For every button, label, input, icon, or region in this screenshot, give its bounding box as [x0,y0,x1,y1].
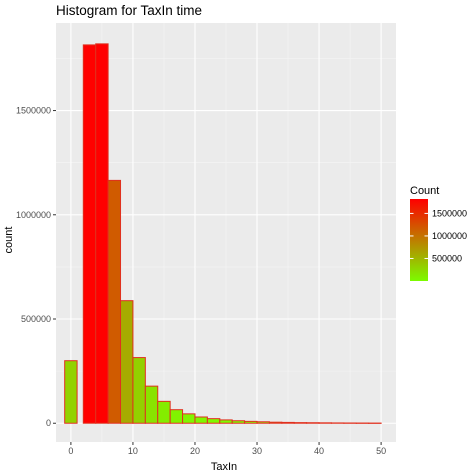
histogram-bar [256,421,270,424]
histogram-bar [281,421,295,424]
histogram-bar [132,357,146,424]
y-tick-label: 0 [46,418,51,428]
histogram-bar [219,419,233,424]
histogram-bar [95,43,109,424]
histogram-bar [268,421,283,424]
x-tick-label: 30 [252,446,262,456]
x-axis-ticks: 0 10 20 30 40 50 [68,442,386,456]
histogram-bar [206,418,221,424]
histogram-bar [293,422,308,424]
color-legend: Count 500000 1000000 1500000 [410,185,467,281]
y-axis-title: count [3,227,15,254]
histogram-bar [231,420,246,424]
histogram-bar [144,385,159,424]
histogram-bar [194,416,208,424]
x-tick-label: 50 [376,446,386,456]
y-tick-label: 1500000 [16,106,51,116]
y-tick-label: 1000000 [16,210,51,220]
x-tick-label: 0 [68,446,73,456]
histogram-bar [64,360,78,424]
y-axis-ticks: 0 500000 1000000 1500000 [16,106,56,428]
histogram-bars [64,43,382,424]
histogram-bar [244,420,258,424]
histogram-bar [107,179,122,424]
legend-title: Count [410,185,439,197]
x-tick-label: 20 [190,446,200,456]
legend-label: 500000 [432,253,462,263]
legend-label: 1000000 [432,231,467,241]
histogram-bar [182,413,196,424]
histogram-bar [157,400,171,424]
histogram-bar [120,300,134,424]
x-tick-label: 10 [128,446,138,456]
legend-label: 1500000 [432,208,467,218]
x-tick-label: 40 [314,446,324,456]
legend-colorbar [410,199,428,281]
y-tick-label: 500000 [21,314,51,324]
histogram-bar [82,44,97,424]
x-axis-title: TaxIn [211,461,237,473]
histogram-bar [306,422,320,424]
histogram-bar [169,409,184,424]
chart-title: Histogram for TaxIn time [56,3,202,18]
legend-ticks: 500000 1000000 1500000 [410,208,467,263]
